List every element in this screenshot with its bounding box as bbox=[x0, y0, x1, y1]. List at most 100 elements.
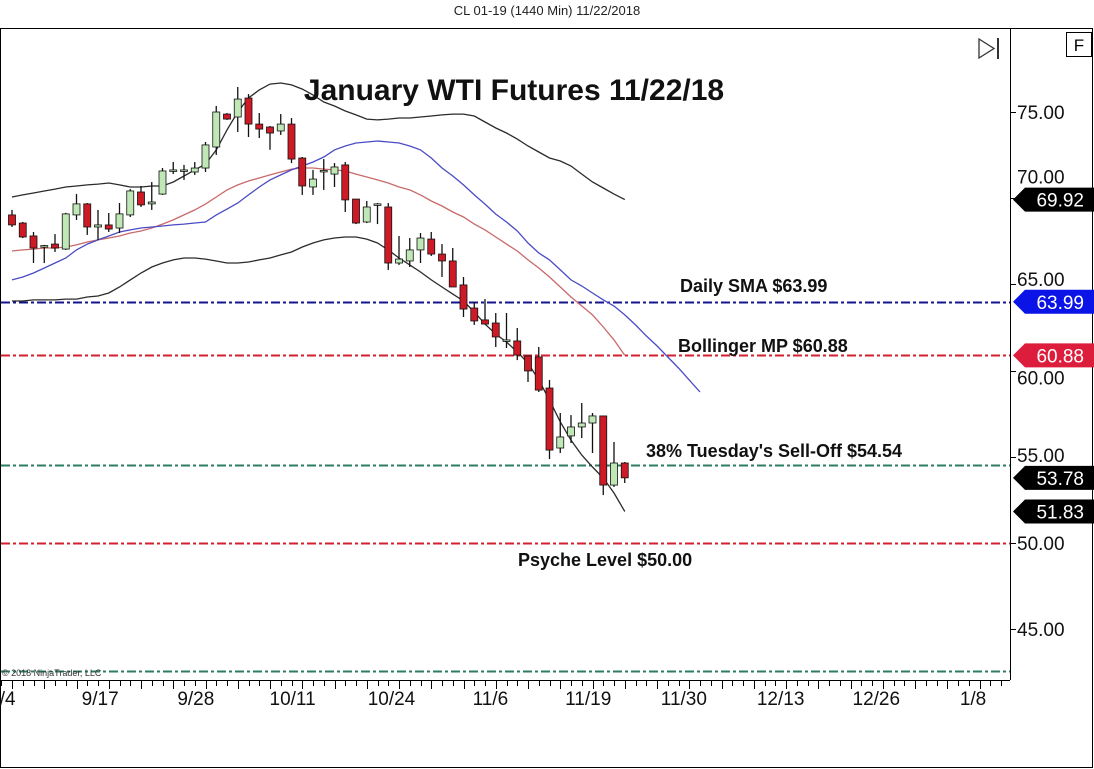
candle bbox=[577, 403, 586, 439]
candle bbox=[470, 301, 479, 325]
candle bbox=[567, 415, 575, 444]
moving-average-line bbox=[11, 140, 701, 393]
candle bbox=[8, 209, 16, 227]
price-marker-tag bbox=[1013, 499, 1094, 524]
candle-body bbox=[620, 462, 629, 479]
candle-body bbox=[384, 206, 393, 264]
candle bbox=[588, 413, 597, 454]
candle bbox=[61, 212, 70, 250]
candle bbox=[29, 231, 38, 264]
candle-body bbox=[545, 387, 554, 451]
price-marker: 53.78 bbox=[1013, 465, 1094, 490]
candle bbox=[158, 168, 167, 195]
candle-body bbox=[502, 339, 511, 342]
y-tick-label: 55.00 bbox=[1017, 446, 1065, 467]
candle-body bbox=[244, 97, 253, 125]
f-button-label: F bbox=[1074, 36, 1084, 55]
candle-body bbox=[567, 426, 575, 437]
candle bbox=[352, 198, 360, 225]
upper-band-line bbox=[11, 82, 626, 201]
y-tick-label: 70.00 bbox=[1017, 168, 1065, 189]
candle-body bbox=[599, 415, 608, 486]
candle-body bbox=[534, 356, 543, 391]
candle bbox=[137, 185, 145, 207]
candle bbox=[147, 181, 156, 210]
candle-body bbox=[83, 203, 92, 228]
price-marker: 63.99 bbox=[1013, 289, 1094, 314]
candle-body bbox=[588, 415, 597, 424]
candle bbox=[341, 161, 350, 212]
candle-body bbox=[513, 340, 522, 356]
candle bbox=[556, 413, 565, 454]
candle bbox=[126, 189, 135, 217]
y-tick-label: 65.00 bbox=[1017, 270, 1065, 291]
f-button[interactable]: F bbox=[1066, 32, 1092, 57]
candle-body bbox=[341, 164, 350, 201]
candle-body bbox=[190, 167, 199, 173]
candle-body bbox=[255, 123, 264, 130]
lower-band-line bbox=[12, 236, 626, 512]
scroll-to-end-button[interactable] bbox=[978, 37, 999, 60]
candle-body bbox=[61, 213, 70, 250]
candle-body bbox=[298, 157, 307, 187]
candle-body bbox=[416, 237, 425, 251]
x-tick-label: 9/4 bbox=[0, 689, 16, 710]
candle-body bbox=[481, 319, 489, 325]
candle-body bbox=[266, 126, 274, 134]
candle bbox=[223, 113, 231, 120]
candle bbox=[610, 441, 618, 487]
candle-body bbox=[556, 436, 565, 449]
price-marker: 60.88 bbox=[1013, 343, 1094, 368]
candle-body bbox=[330, 166, 339, 175]
level-annotation: Daily SMA $63.99 bbox=[680, 276, 827, 296]
candle-body bbox=[459, 284, 468, 310]
candle bbox=[459, 276, 468, 317]
x-tick-label: 9/28 bbox=[177, 689, 214, 710]
candle-body bbox=[29, 235, 38, 249]
candle bbox=[534, 346, 543, 392]
candle-body bbox=[491, 322, 500, 338]
skip-to-end-icon bbox=[978, 37, 996, 60]
price-marker-value: 69.92 bbox=[1036, 191, 1084, 212]
candle-body bbox=[115, 213, 124, 229]
candle bbox=[94, 209, 102, 240]
level-annotation: 38% Tuesday's Sell-Off $54.54 bbox=[646, 441, 902, 461]
price-marker-tag bbox=[1013, 187, 1094, 212]
candle bbox=[599, 415, 608, 496]
candle-body bbox=[233, 98, 242, 118]
candle bbox=[276, 114, 285, 135]
candle bbox=[384, 203, 393, 270]
candle bbox=[180, 164, 188, 180]
candle-body bbox=[137, 191, 145, 206]
candle-body bbox=[18, 222, 27, 238]
candle bbox=[513, 328, 522, 361]
candle bbox=[524, 355, 532, 382]
candle-body bbox=[352, 198, 360, 224]
level-annotation: Psyche Level $50.00 bbox=[518, 550, 692, 570]
candle bbox=[491, 313, 500, 347]
candle bbox=[416, 233, 425, 264]
candle-body bbox=[126, 190, 135, 216]
candle bbox=[309, 169, 317, 195]
candle-body bbox=[524, 355, 532, 372]
x-tick-label: 9/17 bbox=[82, 689, 119, 710]
price-marker: 51.83 bbox=[1013, 499, 1094, 524]
candle bbox=[83, 203, 92, 235]
candle-body bbox=[169, 169, 178, 172]
x-tick-label: 12/13 bbox=[757, 689, 805, 710]
candle bbox=[362, 200, 371, 224]
candle-body bbox=[8, 214, 16, 226]
candle-body bbox=[362, 206, 371, 223]
candle-body bbox=[427, 238, 436, 255]
candle-body bbox=[223, 113, 231, 120]
candle-body bbox=[577, 422, 586, 428]
candle bbox=[255, 113, 264, 139]
candle bbox=[502, 313, 511, 349]
candle bbox=[115, 203, 124, 234]
y-tick-label: 50.00 bbox=[1017, 534, 1065, 555]
candle-body bbox=[276, 123, 285, 132]
candle bbox=[298, 156, 307, 195]
candle bbox=[395, 235, 403, 265]
candle-body bbox=[147, 201, 156, 205]
candle-body bbox=[72, 203, 81, 216]
